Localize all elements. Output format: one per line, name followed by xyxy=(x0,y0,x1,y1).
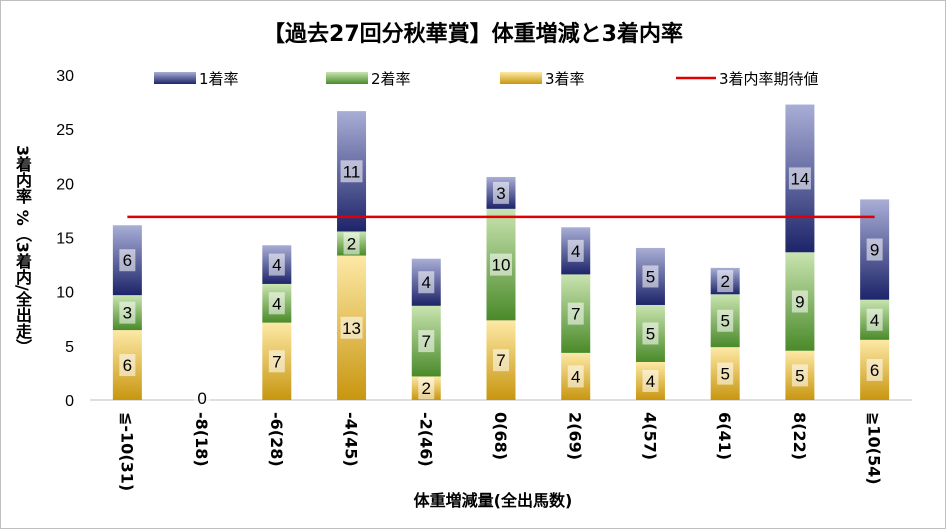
category-label: ≦-10(31) xyxy=(117,412,136,491)
data-label: 2 xyxy=(347,235,356,254)
legend-label: 1着率 xyxy=(199,70,239,88)
y-tick-label: 30 xyxy=(56,68,74,85)
data-label-box xyxy=(567,365,584,388)
data-label-box xyxy=(567,239,584,262)
data-label: 6 xyxy=(123,356,132,375)
data-label-box xyxy=(717,362,734,385)
data-label-box xyxy=(268,253,285,276)
legend-swatch xyxy=(326,72,368,84)
data-label-box xyxy=(418,271,435,294)
data-label-box xyxy=(788,167,811,190)
category-labels-layer: ≦-10(31) -8(18) -6(28) -4(45) -2(46) 0(68) 2(6… xyxy=(117,412,883,491)
data-label: 7 xyxy=(272,352,281,371)
data-label: 4 xyxy=(571,242,580,261)
data-label-box xyxy=(268,350,285,373)
category-label: 4(57) xyxy=(640,412,659,460)
data-label: 5 xyxy=(795,366,804,385)
data-label: 0 xyxy=(197,389,206,408)
y-tick-labels: 0 5 10 15 20 25 30 xyxy=(56,68,74,410)
data-label: 6 xyxy=(123,251,132,270)
chart-title: 【過去27回分秋華賞】体重増減と3着内率 xyxy=(263,22,683,47)
data-label-box xyxy=(866,308,883,331)
data-label-box xyxy=(791,290,808,313)
data-label: 4 xyxy=(272,256,281,275)
data-label: 4 xyxy=(571,367,580,386)
data-label-box xyxy=(493,349,509,372)
data-label: 13 xyxy=(342,319,361,338)
category-label: ≧10(54) xyxy=(865,412,884,485)
category-label: -8(18) xyxy=(192,412,211,467)
data-labels-layer: 6 3 6 0 7 4 4 13 2 11 2 7 4 7 10 3 4 7 4 4 5 5 5 5 2 5 9 14 6 4 9 xyxy=(119,160,883,409)
data-label: 3 xyxy=(123,304,132,323)
data-label-box xyxy=(119,354,136,377)
data-label: 4 xyxy=(422,273,431,292)
data-label: 5 xyxy=(646,324,655,343)
y-tick-label: 20 xyxy=(56,176,74,193)
category-label: 6(41) xyxy=(715,412,734,460)
data-label: 2 xyxy=(422,379,431,398)
data-label-box xyxy=(717,270,734,293)
data-label: 6 xyxy=(870,361,879,380)
legend-swatch xyxy=(154,72,196,84)
data-label-box xyxy=(642,265,659,288)
data-label-box xyxy=(567,302,584,325)
data-label: 11 xyxy=(343,162,361,181)
x-axis-label: 体重増減量(全出馬数) xyxy=(413,491,573,510)
data-label: 7 xyxy=(496,351,505,370)
data-label-box xyxy=(642,322,659,345)
data-label: 7 xyxy=(422,332,431,351)
data-label: 5 xyxy=(720,312,729,331)
data-label-box xyxy=(418,330,435,353)
category-label: 0(68) xyxy=(491,412,510,460)
legend-label: 3着内率期待値 xyxy=(719,70,819,88)
data-label: 3 xyxy=(496,184,505,203)
data-label-box xyxy=(340,316,363,339)
data-label: 5 xyxy=(720,365,729,384)
data-label-box xyxy=(119,249,136,272)
data-label: 4 xyxy=(272,294,281,313)
data-label-box xyxy=(194,387,211,409)
legend-label: 2着率 xyxy=(371,70,411,88)
data-label: 14 xyxy=(790,169,809,188)
category-label: 2(69) xyxy=(566,412,585,460)
category-label: 8(22) xyxy=(790,412,809,460)
data-label: 9 xyxy=(795,293,804,312)
data-label: 4 xyxy=(870,311,879,330)
data-label-box xyxy=(717,309,734,332)
y-tick-label: 25 xyxy=(56,122,74,139)
legend-label: 3着率 xyxy=(545,70,585,88)
data-label: 4 xyxy=(646,372,655,391)
data-label-box xyxy=(343,232,360,255)
data-label: 9 xyxy=(870,241,879,260)
data-label-box xyxy=(119,301,136,324)
data-label-box xyxy=(866,358,883,381)
category-label: -6(28) xyxy=(267,412,286,467)
data-label-box xyxy=(866,238,883,261)
data-label-box xyxy=(418,377,435,400)
legend: 1着率 2着率 3着率 3着内率期待値 xyxy=(154,70,819,88)
y-tick-label: 10 xyxy=(56,285,74,302)
y-tick-label: 0 xyxy=(65,393,74,410)
data-label-box xyxy=(791,364,808,387)
data-label-box xyxy=(493,181,509,204)
y-tick-label: 5 xyxy=(65,339,74,356)
data-label-box xyxy=(490,253,512,276)
data-label-box xyxy=(268,292,285,315)
data-label: 2 xyxy=(720,272,729,291)
category-label: -2(46) xyxy=(416,412,435,467)
legend-swatch xyxy=(500,72,542,84)
data-label-box xyxy=(642,369,659,392)
y-tick-label: 15 xyxy=(56,231,74,248)
data-label: 5 xyxy=(646,267,655,286)
y-axis-label: 3着内率 %（3着内/全出走） xyxy=(13,145,32,355)
data-label: 7 xyxy=(571,305,580,324)
data-label: 10 xyxy=(492,256,511,275)
data-label-box xyxy=(340,160,363,183)
category-label: -4(45) xyxy=(342,412,361,467)
